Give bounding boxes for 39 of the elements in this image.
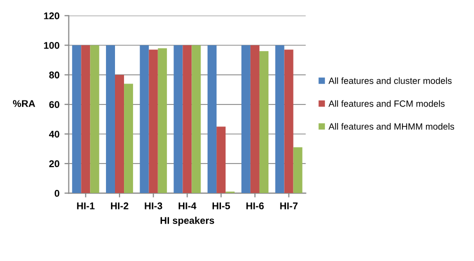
x-tick-label: HI-3 — [144, 202, 162, 210]
bar — [241, 45, 250, 194]
bar — [293, 147, 302, 194]
x-tick-label: HI-6 — [246, 202, 264, 210]
legend-label: All features and MHMM models — [328, 123, 454, 130]
bar — [115, 74, 124, 194]
y-tick-label: 60 — [49, 101, 60, 108]
bar — [106, 45, 115, 194]
bar — [275, 45, 284, 194]
bar — [259, 51, 268, 194]
x-axis-title: HI speakers — [160, 216, 214, 226]
y-tick-label: 100 — [44, 42, 60, 49]
bar — [140, 45, 149, 194]
bar — [174, 45, 183, 194]
x-tick-label: HI-4 — [178, 202, 196, 210]
bar — [284, 50, 294, 194]
bar — [72, 45, 82, 194]
y-tick-label: 80 — [49, 72, 60, 78]
bar — [208, 45, 217, 194]
y-axis-title: %RA — [12, 100, 36, 107]
bar — [124, 84, 134, 194]
y-tick-label: 0 — [54, 190, 60, 197]
x-tick-label: HI-5 — [212, 202, 230, 210]
bar — [148, 50, 158, 194]
bar — [250, 45, 260, 194]
bar — [192, 45, 201, 194]
bar — [90, 45, 100, 194]
y-tick-label: 40 — [49, 130, 60, 138]
bar — [216, 126, 226, 194]
x-tick-label: HI-1 — [77, 202, 95, 210]
bar — [81, 45, 90, 194]
y-tick-label: 120 — [44, 12, 60, 20]
bar — [158, 48, 167, 194]
bar — [182, 45, 192, 194]
x-tick-label: HI-2 — [110, 202, 128, 210]
x-tick-label: HI-7 — [280, 202, 298, 210]
legend-label: All features and FCM models — [328, 100, 445, 107]
y-tick-label: 20 — [49, 160, 60, 168]
legend-label: All features and cluster models — [328, 77, 452, 84]
